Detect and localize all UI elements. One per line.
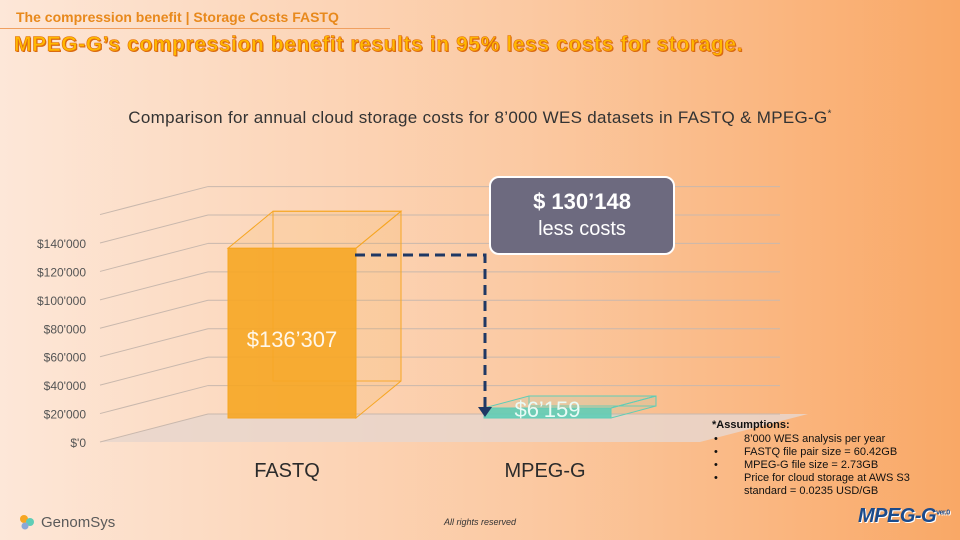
difference-connector-arrow xyxy=(355,253,492,417)
bar-front-face xyxy=(227,247,357,419)
brand-name: GenomSys xyxy=(41,513,116,531)
y-tick-label: $120'000 xyxy=(37,265,86,279)
gridline-side xyxy=(99,242,209,272)
section-tag: The compression benefit | Storage Costs … xyxy=(0,7,390,29)
gridline-side xyxy=(99,328,209,358)
genomsys-brand: GenomSys xyxy=(18,513,115,531)
y-tick-label: $100'000 xyxy=(37,294,86,308)
y-tick-label: $60'000 xyxy=(44,351,87,365)
slide-headline: MPEG-G’s compression benefit results in … xyxy=(14,33,744,57)
bar-value-label: $136’307 xyxy=(247,327,338,352)
assumptions-heading: *Assumptions: xyxy=(712,419,790,431)
gridline-side xyxy=(99,271,209,301)
gridline-side xyxy=(99,413,209,443)
chart-title-footnote: * xyxy=(827,108,832,120)
y-tick-label: $20'000 xyxy=(44,408,87,422)
rights-notice: All rights reserved xyxy=(443,517,517,527)
chart-title-text: Comparison for annual cloud storage cost… xyxy=(128,108,828,127)
y-tick-label: $140'000 xyxy=(37,237,86,251)
genomsys-logo-icon xyxy=(20,515,34,530)
y-tick-label: $'0 xyxy=(70,436,86,450)
savings-callout: $ 130’148 less costs xyxy=(489,176,675,255)
y-tick-label: $80'000 xyxy=(44,322,87,336)
bar-value-label: $6’159 xyxy=(514,397,580,422)
category-label: FASTQ xyxy=(254,460,320,482)
y-tick-label: $40'000 xyxy=(44,379,87,393)
gridline-side xyxy=(99,385,209,415)
mpeg-g-logo: MPEG-Gver.0 xyxy=(858,505,950,528)
assumption-item: MPEG-G file size = 2.73GB xyxy=(712,459,952,472)
savings-amount: $ 130’148 xyxy=(533,189,631,214)
y-axis-labels: $'0 $20'000 $40'000 $60'000 $80'000 $100'000 $… xyxy=(37,237,86,450)
savings-label: less costs xyxy=(538,218,626,240)
logo-text: MPEG-G xyxy=(858,505,937,527)
chart-title: Comparison for annual cloud storage cost… xyxy=(0,108,960,128)
gridline-side xyxy=(99,299,209,329)
assumption-item: FASTQ file pair size = 60.42GB xyxy=(712,446,952,459)
assumption-item: Price for cloud storage at AWS S3 standa… xyxy=(712,472,952,498)
chart-floor xyxy=(100,414,808,442)
logo-version: ver.0 xyxy=(936,509,950,517)
chart-grid xyxy=(99,186,808,443)
x-axis-labels: FASTQ MPEG-G xyxy=(254,460,585,482)
gridline-side xyxy=(99,356,209,386)
category-label: MPEG-G xyxy=(504,460,585,482)
assumptions-panel: *Assumptions: 8’000 WES analysis per yea… xyxy=(712,419,952,498)
assumption-item: 8’000 WES analysis per year xyxy=(712,433,952,446)
bars: $136’307 $6’159 xyxy=(226,210,657,422)
gridline-side xyxy=(99,186,209,216)
gridline-side xyxy=(99,214,209,244)
